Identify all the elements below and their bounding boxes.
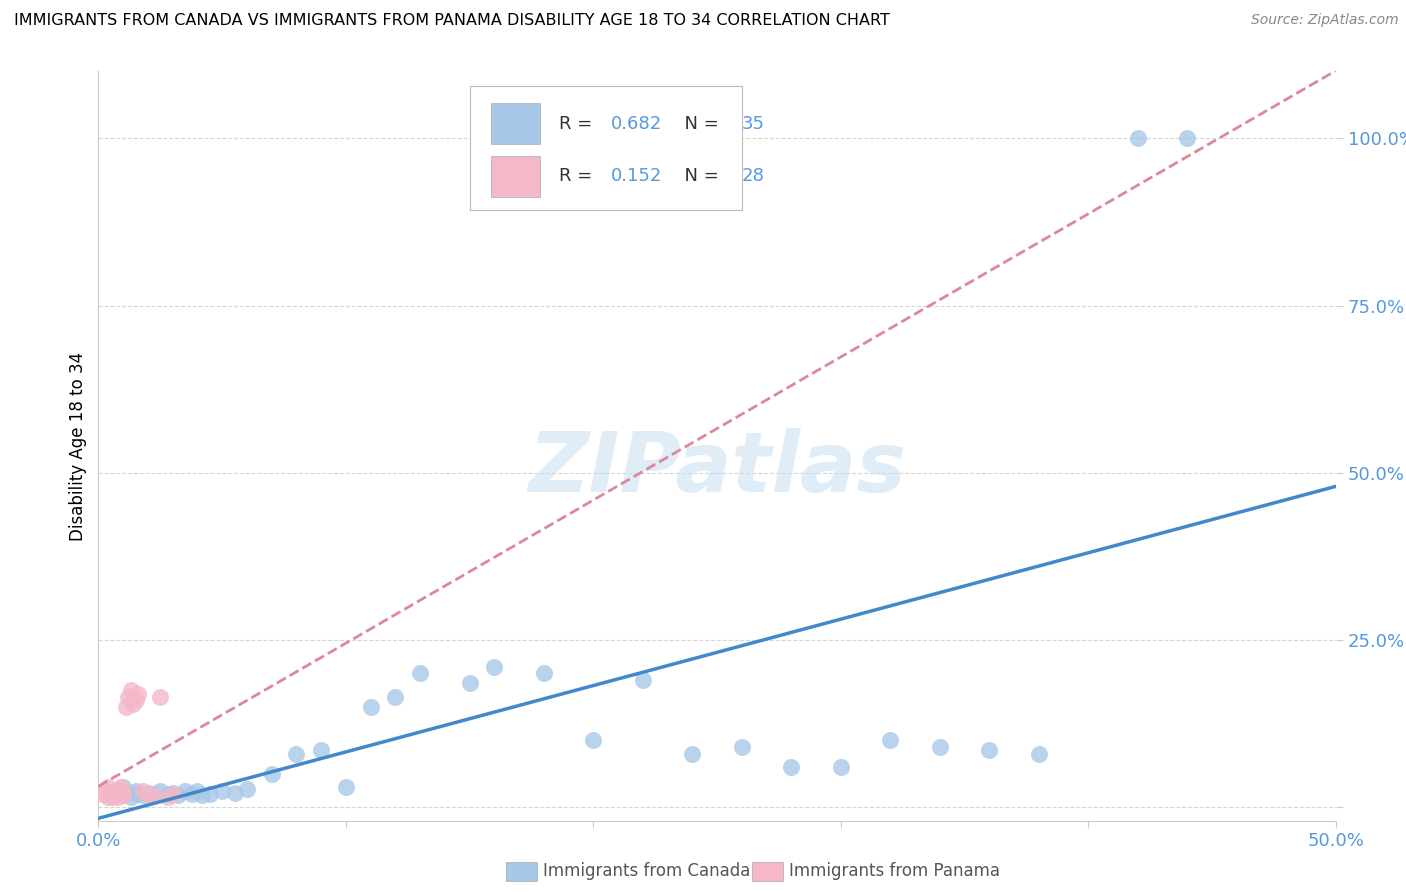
Text: Immigrants from Panama: Immigrants from Panama <box>789 863 1000 880</box>
Point <box>97 790 120 805</box>
Point <box>104 787 127 801</box>
Point <box>110 787 132 801</box>
Point <box>162 786 184 799</box>
Point <box>93 787 115 801</box>
Text: 35: 35 <box>742 115 765 133</box>
Point <box>132 789 155 803</box>
Point <box>120 683 142 698</box>
Text: R =: R = <box>558 168 598 186</box>
Text: R =: R = <box>558 115 598 133</box>
Point <box>211 783 233 797</box>
Text: Immigrants from Canada: Immigrants from Canada <box>543 863 749 880</box>
Point <box>104 789 127 803</box>
Point <box>94 783 117 797</box>
Point <box>409 666 432 681</box>
Text: ZIPatlas: ZIPatlas <box>529 428 905 509</box>
Point <box>309 743 332 757</box>
FancyBboxPatch shape <box>491 155 540 197</box>
Point <box>142 789 165 803</box>
Point <box>224 786 246 799</box>
Point <box>103 789 125 804</box>
Point <box>1126 131 1149 145</box>
Point <box>100 787 122 801</box>
Point <box>335 780 357 795</box>
Point <box>117 690 139 704</box>
Point <box>122 697 145 711</box>
Point <box>360 699 382 714</box>
Text: 28: 28 <box>742 168 765 186</box>
Point <box>174 783 197 797</box>
Point <box>458 676 481 690</box>
Point <box>149 783 172 797</box>
Point <box>132 783 155 797</box>
Point <box>110 780 132 795</box>
Point <box>124 693 146 707</box>
FancyBboxPatch shape <box>470 87 742 210</box>
Text: Source: ZipAtlas.com: Source: ZipAtlas.com <box>1251 13 1399 28</box>
Point <box>731 740 754 755</box>
Point <box>236 781 259 796</box>
Point <box>112 780 135 795</box>
Y-axis label: Disability Age 18 to 34: Disability Age 18 to 34 <box>69 351 87 541</box>
Point <box>1028 747 1050 761</box>
Point <box>191 789 214 803</box>
Text: N =: N = <box>672 115 724 133</box>
Point <box>582 733 605 747</box>
Point <box>136 787 159 801</box>
Point <box>107 783 129 797</box>
Point <box>156 790 179 805</box>
Point <box>120 790 142 805</box>
Point <box>100 789 122 803</box>
Text: IMMIGRANTS FROM CANADA VS IMMIGRANTS FROM PANAMA DISABILITY AGE 18 TO 34 CORRELA: IMMIGRANTS FROM CANADA VS IMMIGRANTS FRO… <box>14 13 890 29</box>
Point <box>124 783 146 797</box>
Point <box>631 673 654 688</box>
Point <box>127 687 149 701</box>
Point <box>181 787 204 801</box>
FancyBboxPatch shape <box>491 103 540 145</box>
Point <box>142 787 165 801</box>
Point <box>156 787 179 801</box>
Point <box>285 747 308 761</box>
Point <box>198 787 221 801</box>
Text: 0.682: 0.682 <box>610 115 662 133</box>
Point <box>103 783 125 797</box>
Point <box>112 789 135 803</box>
Point <box>136 786 159 799</box>
Text: 0.152: 0.152 <box>610 168 662 186</box>
Point <box>149 690 172 704</box>
Point <box>979 743 1001 757</box>
Point <box>100 786 122 799</box>
Point <box>533 666 555 681</box>
Point <box>928 740 950 755</box>
Point <box>879 733 901 747</box>
Point <box>112 786 135 799</box>
Point <box>127 787 149 801</box>
Point <box>107 783 129 797</box>
Text: N =: N = <box>672 168 724 186</box>
Point <box>681 747 703 761</box>
Point <box>780 760 803 774</box>
Point <box>107 790 129 805</box>
Point <box>162 787 184 801</box>
Point <box>384 690 406 704</box>
Point <box>1175 131 1198 145</box>
Point <box>186 783 208 797</box>
Point <box>112 789 135 803</box>
Point <box>484 660 506 674</box>
Point <box>114 699 136 714</box>
Point <box>97 780 120 795</box>
Point <box>166 789 188 803</box>
Point <box>117 786 139 799</box>
Point <box>260 766 283 781</box>
Point <box>830 760 852 774</box>
